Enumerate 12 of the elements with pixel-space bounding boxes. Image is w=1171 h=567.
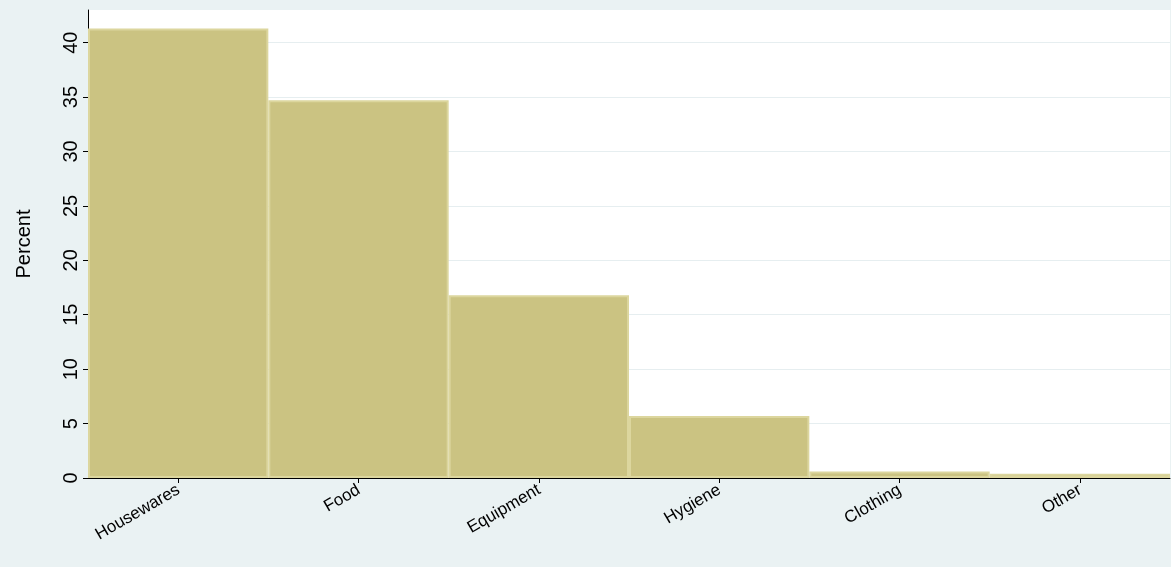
y-tick-label: 15 — [59, 303, 81, 326]
y-tick-label: 40 — [59, 31, 81, 54]
y-tick-label: 30 — [59, 140, 81, 163]
y-tick-label: 20 — [59, 249, 81, 272]
y-tick-label: 10 — [59, 358, 81, 381]
y-axis-title: Percent — [12, 209, 34, 279]
y-tick-label: 0 — [59, 472, 81, 484]
y-tick-label: 35 — [59, 85, 81, 109]
y-tick-label: 25 — [59, 194, 81, 218]
x-tick-label: Food — [320, 479, 364, 516]
y-tick-label: 5 — [59, 418, 81, 430]
x-tick-label: Other — [1038, 479, 1085, 518]
